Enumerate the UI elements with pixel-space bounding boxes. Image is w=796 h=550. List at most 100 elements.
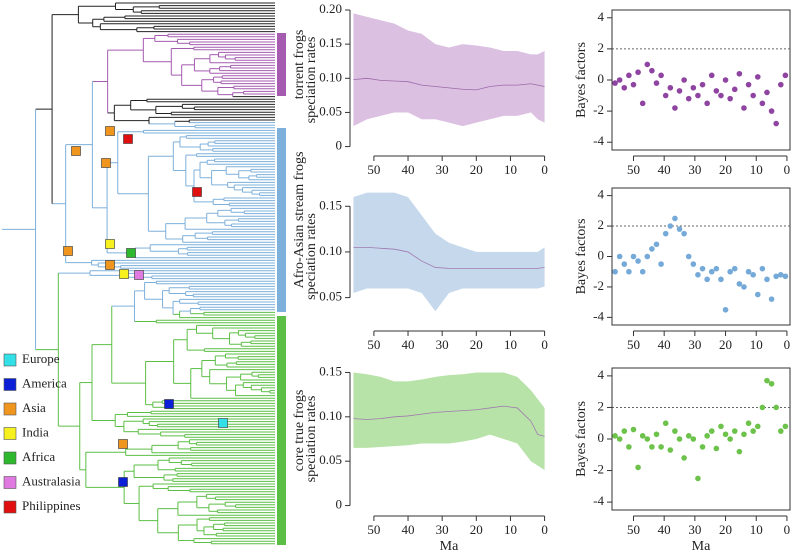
- node-marker: [105, 260, 115, 270]
- x-tick-label: 10: [504, 522, 517, 537]
- point: [658, 72, 664, 79]
- point: [782, 273, 789, 280]
- point: [676, 88, 683, 94]
- x-tick-label: 20: [719, 522, 732, 537]
- point: [630, 253, 637, 260]
- legend-label: Africa: [22, 449, 55, 464]
- y-tick-label: 0: [336, 497, 343, 512]
- y-tick-label: 0.05: [319, 452, 342, 467]
- point: [630, 426, 637, 433]
- legend-swatch: [3, 353, 17, 367]
- x-tick-label: 30: [688, 337, 701, 352]
- point: [754, 423, 761, 430]
- y-axis-title: speciation rates: [304, 213, 319, 300]
- point: [644, 436, 651, 442]
- point: [704, 276, 710, 283]
- node-marker: [105, 239, 115, 249]
- point: [782, 72, 789, 79]
- point: [621, 261, 628, 267]
- plot-box: [611, 367, 791, 511]
- point: [773, 120, 779, 127]
- legend-swatch: [3, 500, 17, 514]
- rate-mean: [353, 246, 545, 269]
- x-tick-label: 50: [367, 522, 380, 537]
- x-tick-label: 30: [436, 162, 449, 177]
- y-tick-label: -2: [593, 278, 604, 293]
- legend-swatch: [3, 402, 17, 416]
- node-marker: [118, 477, 128, 487]
- x-tick-label: 50: [627, 522, 640, 537]
- point: [667, 447, 674, 453]
- point: [750, 271, 756, 278]
- point: [676, 436, 683, 442]
- x-tick-label: 0: [541, 522, 548, 537]
- node-marker: [192, 187, 202, 197]
- point: [731, 428, 738, 434]
- y-tick-label: 0.20: [319, 1, 342, 16]
- y-tick-label: 0: [598, 247, 605, 262]
- rate-mean: [353, 77, 545, 91]
- point: [722, 77, 729, 83]
- point: [612, 80, 618, 86]
- point: [764, 276, 770, 283]
- y-axis-title: Bayes factors: [574, 42, 589, 118]
- point: [704, 100, 710, 107]
- point: [722, 431, 729, 438]
- node-marker: [71, 146, 81, 156]
- point: [773, 404, 779, 411]
- node-marker: [218, 418, 228, 428]
- y-tick-label: 0.05: [319, 289, 342, 304]
- point: [741, 105, 747, 111]
- point: [672, 215, 678, 222]
- x-tick-label: 40: [658, 162, 671, 177]
- plot-box: [611, 187, 791, 326]
- point: [727, 436, 733, 442]
- point: [731, 86, 738, 93]
- point: [736, 281, 743, 287]
- legend-swatch: [3, 378, 17, 391]
- point: [644, 61, 651, 68]
- y-tick-label: 0.15: [319, 363, 342, 378]
- node-marker: [134, 270, 144, 280]
- point: [635, 464, 641, 471]
- point: [718, 276, 724, 283]
- point: [690, 84, 697, 91]
- node-marker: [164, 399, 174, 409]
- y-tick-label: 4: [598, 9, 605, 24]
- point: [621, 84, 628, 91]
- x-tick-label: 40: [402, 522, 415, 537]
- point: [695, 92, 701, 99]
- point: [736, 70, 743, 77]
- x-axis-title: Ma: [440, 539, 459, 550]
- legend-label: Philippines: [22, 498, 81, 513]
- point: [635, 258, 641, 264]
- y-tick-label: -4: [593, 308, 604, 323]
- point: [649, 444, 655, 450]
- point: [736, 448, 743, 455]
- point: [741, 431, 747, 438]
- point: [672, 105, 678, 111]
- point: [616, 436, 623, 442]
- x-tick-label: 20: [470, 522, 483, 537]
- y-tick-label: 0: [336, 138, 343, 153]
- clade-label: torrent frogs: [292, 30, 307, 100]
- point: [777, 81, 784, 88]
- x-tick-label: 20: [470, 337, 483, 352]
- point: [754, 291, 761, 298]
- point: [612, 433, 618, 439]
- point: [713, 265, 720, 272]
- point: [750, 428, 756, 434]
- point: [759, 404, 766, 411]
- x-tick-label: 30: [688, 162, 701, 177]
- legend-label: Europe: [22, 351, 60, 366]
- node-marker: [101, 158, 111, 168]
- point: [639, 433, 646, 439]
- point: [635, 69, 641, 76]
- y-tick-label: 2: [598, 40, 605, 55]
- x-tick-label: 50: [627, 162, 640, 177]
- x-tick-label: 20: [719, 162, 732, 177]
- point: [699, 444, 706, 450]
- point: [612, 268, 618, 275]
